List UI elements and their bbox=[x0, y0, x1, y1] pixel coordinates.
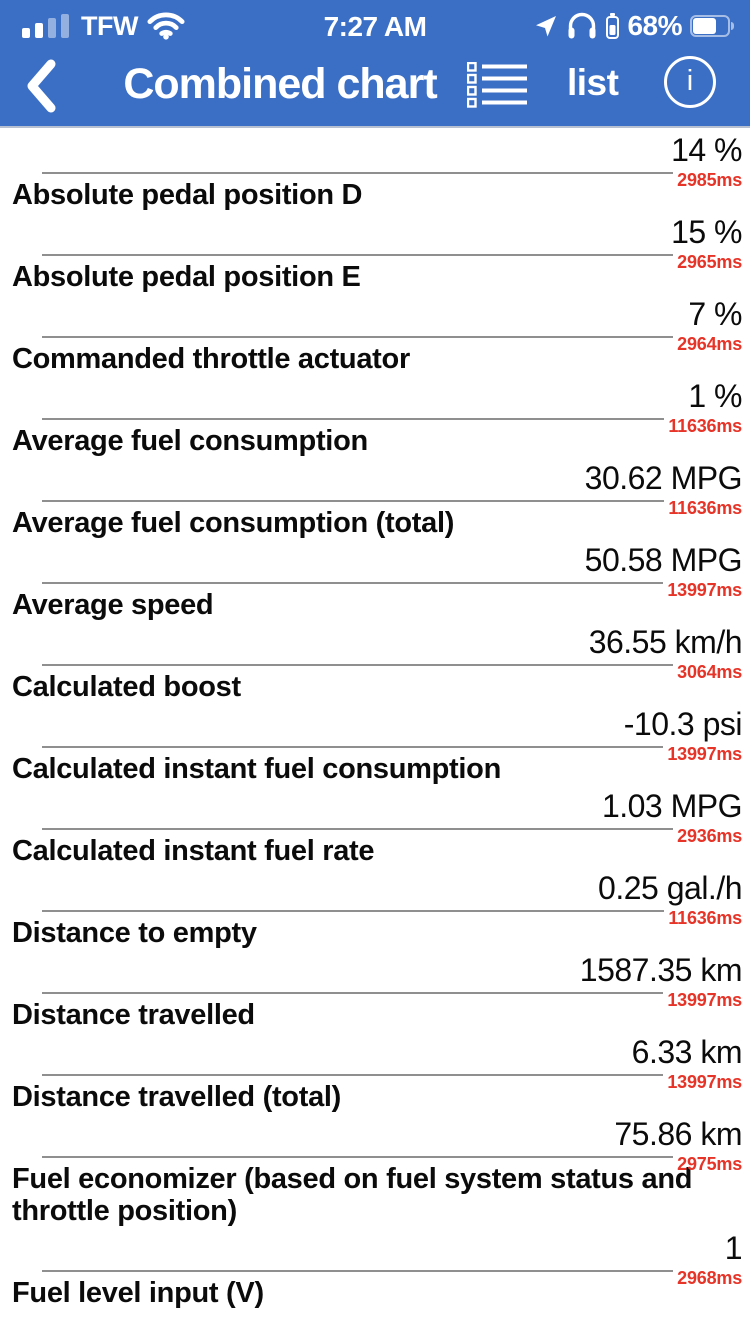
pid-list: 14 % 2985ms Absolute pedal position D 15… bbox=[0, 128, 750, 1334]
pid-value: 75.86 km bbox=[614, 1116, 742, 1152]
divider-line bbox=[42, 1270, 674, 1272]
battery-percent: 68% bbox=[627, 10, 682, 41]
pid-label: Average fuel consumption bbox=[12, 425, 368, 457]
pid-refresh-time: 2975ms bbox=[677, 1154, 742, 1174]
list-button[interactable]: list bbox=[567, 62, 619, 103]
battery-fill bbox=[693, 18, 716, 34]
divider-line bbox=[42, 582, 664, 584]
pid-refresh-time: 11636ms bbox=[668, 498, 742, 518]
pid-value: 15 % bbox=[671, 214, 742, 250]
bulleted-list-icon bbox=[467, 62, 529, 108]
pid-cell[interactable]: 36.55 km/h 3064ms Calculated boost bbox=[12, 624, 743, 703]
pid-label: Calculated instant fuel consumption bbox=[12, 753, 501, 785]
pid-cell[interactable]: 1 2968ms Fuel level input (V) bbox=[12, 1230, 743, 1309]
pid-cell[interactable]: 1 % 11636ms Average fuel consumption bbox=[12, 378, 743, 457]
location-arrow-icon bbox=[534, 14, 558, 38]
pid-label: Fuel level input (V) bbox=[12, 1277, 264, 1309]
pid-refresh-time: 13997ms bbox=[667, 744, 742, 764]
carrier-label: TFW bbox=[81, 10, 138, 41]
pid-refresh-time: 2936ms bbox=[677, 826, 742, 846]
pid-label: Average speed bbox=[12, 589, 214, 621]
divider-line bbox=[42, 1074, 664, 1076]
pid-cell[interactable]: 6.33 km 13997ms Distance travelled (tota… bbox=[12, 1034, 743, 1113]
pid-label: Absolute pedal position D bbox=[12, 179, 363, 211]
pid-refresh-time: 11636ms bbox=[668, 416, 742, 436]
pid-label: Calculated boost bbox=[12, 671, 241, 703]
pid-label: Distance travelled bbox=[12, 999, 255, 1031]
divider-line bbox=[42, 500, 665, 502]
pid-value: 1 % bbox=[688, 378, 742, 414]
pid-cell[interactable]: 14 % 2985ms Absolute pedal position D bbox=[12, 132, 743, 211]
pid-value: 1 bbox=[724, 1230, 743, 1266]
chevron-left-icon bbox=[24, 59, 58, 113]
divider-line bbox=[42, 336, 674, 338]
pid-cell[interactable]: 75.86 km 2975ms Fuel economizer (based o… bbox=[12, 1116, 743, 1227]
pid-cell[interactable]: 30.62 MPG 11636ms Average fuel consumpti… bbox=[12, 460, 743, 539]
divider-line bbox=[42, 664, 674, 666]
status-bar: TFW 7:27 AM bbox=[0, 6, 750, 46]
pid-label: Distance to empty bbox=[12, 917, 257, 949]
headphones-icon bbox=[566, 12, 598, 40]
divider-line bbox=[42, 254, 674, 256]
pid-refresh-time: 2968ms bbox=[677, 1268, 742, 1288]
info-icon: i bbox=[686, 64, 694, 97]
list-view-button[interactable] bbox=[467, 62, 529, 108]
pid-cell[interactable]: 1587.35 km 13997ms Distance travelled bbox=[12, 952, 743, 1031]
pid-label: Calculated instant fuel rate bbox=[12, 835, 375, 867]
pid-value: 14 % bbox=[671, 132, 742, 168]
pid-value: 0.25 gal./h bbox=[598, 870, 742, 906]
pid-value: 1587.35 km bbox=[579, 952, 743, 988]
pid-value: 7 % bbox=[688, 296, 742, 332]
divider-line bbox=[42, 746, 664, 748]
pid-label: Distance travelled (total) bbox=[12, 1081, 342, 1113]
pid-cell[interactable]: 7 % 2964ms Commanded throttle actuator bbox=[12, 296, 743, 375]
divider-line bbox=[42, 418, 665, 420]
pid-refresh-time: 2985ms bbox=[677, 170, 742, 190]
pid-value: -10.3 psi bbox=[623, 706, 743, 742]
pid-label: Fuel economizer (based on fuel system st… bbox=[12, 1163, 693, 1227]
signal-bars-icon bbox=[22, 14, 72, 38]
pid-value: 1.03 MPG bbox=[601, 788, 743, 824]
wifi-icon bbox=[147, 12, 185, 40]
pid-label: Absolute pedal position E bbox=[12, 261, 361, 293]
divider-line bbox=[42, 172, 674, 174]
info-button[interactable]: i bbox=[664, 56, 716, 108]
pid-refresh-time: 13997ms bbox=[667, 990, 742, 1010]
divider-line bbox=[42, 992, 664, 994]
pid-refresh-time: 3064ms bbox=[677, 662, 742, 682]
pid-value: 30.62 MPG bbox=[584, 460, 743, 496]
pid-refresh-time: 13997ms bbox=[667, 580, 742, 600]
pid-value: 36.55 km/h bbox=[588, 624, 743, 660]
page-title: Combined chart bbox=[123, 60, 437, 108]
pid-value: 50.58 MPG bbox=[584, 542, 743, 578]
pid-cell[interactable]: 15 % 2965ms Absolute pedal position E bbox=[12, 214, 743, 293]
pid-refresh-time: 2964ms bbox=[677, 334, 742, 354]
clock: 7:27 AM bbox=[323, 11, 427, 42]
header: TFW 7:27 AM bbox=[0, 0, 750, 128]
divider-line bbox=[42, 910, 665, 912]
pid-cell[interactable]: 0.25 gal./h 11636ms Distance to empty bbox=[12, 870, 743, 949]
pid-value: 6.33 km bbox=[631, 1034, 743, 1070]
headset-battery-icon bbox=[606, 13, 620, 39]
battery-icon bbox=[690, 15, 734, 37]
pid-cell[interactable]: -10.3 psi 13997ms Calculated instant fue… bbox=[12, 706, 743, 785]
back-button[interactable] bbox=[24, 56, 68, 116]
divider-line bbox=[42, 828, 674, 830]
pid-cell[interactable]: 50.58 MPG 13997ms Average speed bbox=[12, 542, 743, 621]
pid-refresh-time: 2965ms bbox=[677, 252, 742, 272]
pid-label: Average fuel consumption (total) bbox=[12, 507, 455, 539]
pid-refresh-time: 11636ms bbox=[668, 908, 742, 928]
pid-label: Commanded throttle actuator bbox=[12, 343, 410, 375]
nav-bar: Combined chart bbox=[0, 48, 750, 124]
pid-cell[interactable]: 1.03 MPG 2936ms Calculated instant fuel … bbox=[12, 788, 743, 867]
divider-line bbox=[42, 1156, 674, 1158]
pid-refresh-time: 13997ms bbox=[667, 1072, 742, 1092]
